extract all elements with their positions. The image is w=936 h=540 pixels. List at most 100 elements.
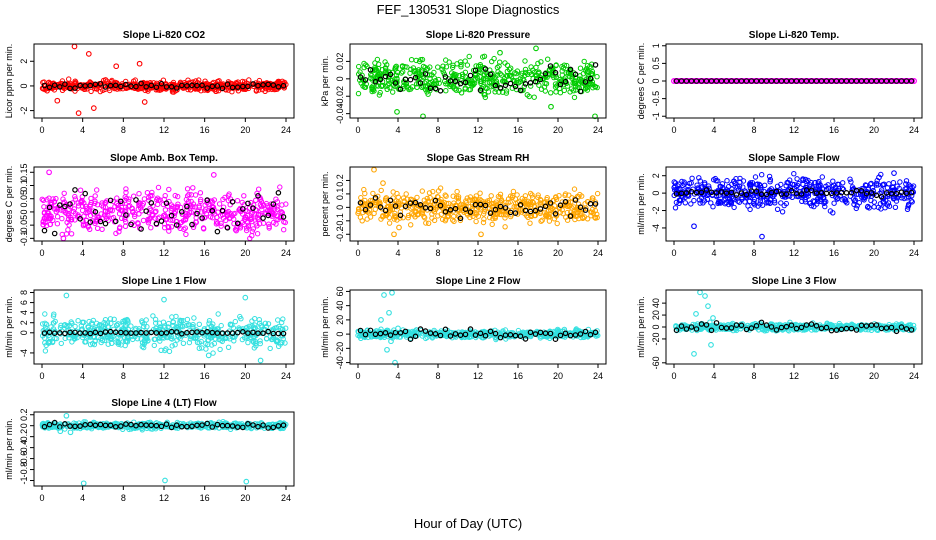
x-tick-label: 4 [80,125,85,135]
plot-frame [349,289,607,365]
point-black [512,210,519,216]
point [383,70,389,76]
y-tick-label: 0 [335,205,345,210]
point [165,203,171,209]
point-black [138,329,144,336]
point [202,214,208,221]
point-black [557,202,564,209]
point [42,320,48,326]
point [278,209,285,215]
point [522,193,529,199]
point [267,345,273,352]
point-black [133,330,139,336]
point [700,200,706,206]
point [489,221,495,228]
point [193,86,199,92]
point [672,180,679,186]
point-black [224,330,231,336]
point [527,220,533,226]
point [590,210,596,216]
point [435,204,441,210]
point-black [713,190,720,196]
point [180,340,187,346]
point-black [783,191,790,197]
point [279,319,285,326]
point-black [427,205,434,212]
point-black [422,328,429,334]
point [115,321,121,327]
point-outlier [800,177,806,183]
point [906,182,912,188]
point-black [728,189,735,196]
point-black [51,230,58,237]
point [366,210,372,216]
point [889,188,895,194]
x-tick-label: 8 [435,125,440,135]
point [87,203,93,210]
point [551,330,557,336]
point-black [189,329,195,336]
point [225,344,232,350]
point [79,319,86,325]
point-black [753,188,760,195]
point [152,336,158,342]
point-outlier [497,49,503,56]
point [718,183,724,190]
point [196,321,203,327]
point [426,190,433,196]
point-black [367,67,374,73]
point-black [487,71,494,78]
point-black [41,330,48,336]
point [892,204,899,211]
point [436,80,442,86]
point [185,198,192,205]
point-black [51,330,58,337]
point-black [467,326,474,332]
point [410,65,417,71]
point [459,71,466,78]
point [162,347,168,354]
point-black [502,332,509,339]
point-black [803,187,810,193]
point [488,200,495,207]
point [526,93,532,100]
point-black [758,191,765,198]
point [117,336,123,342]
y-tick-label: -4 [651,224,661,232]
point [868,193,875,199]
point [759,202,766,208]
point [182,225,189,231]
point [262,320,269,326]
point-outlier [205,352,212,359]
panel-title: Slope Li-820 CO2 [123,30,206,41]
point-black [163,84,170,90]
point [730,77,737,84]
point-black [372,331,379,338]
x-tick-label: 16 [513,248,523,258]
point-black [587,75,594,82]
point [514,77,520,84]
point [231,221,237,227]
point-black [552,336,559,343]
point-outlier [54,97,61,104]
point [420,63,427,70]
point [102,208,108,215]
point [245,339,251,346]
point [796,77,803,84]
point [249,218,255,225]
point [120,208,126,214]
point-black [878,193,885,200]
point-black [537,76,544,83]
point [358,195,364,201]
point-black [778,324,785,331]
point [906,77,913,84]
point [504,68,510,75]
point-black [858,322,865,329]
point-black [763,191,770,198]
point [281,219,287,225]
point-black [572,71,579,78]
point [759,172,765,178]
point-black [447,207,454,213]
point [449,70,455,76]
point-outlier [384,346,390,353]
